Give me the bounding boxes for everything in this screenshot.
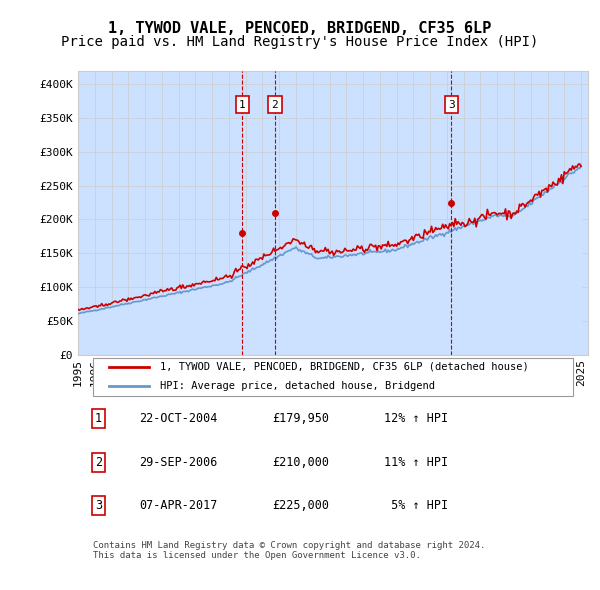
Text: Contains HM Land Registry data © Crown copyright and database right 2024.
This d: Contains HM Land Registry data © Crown c…: [94, 541, 485, 560]
Text: 1: 1: [95, 412, 102, 425]
Text: 22-OCT-2004: 22-OCT-2004: [139, 412, 218, 425]
Text: 5% ↑ HPI: 5% ↑ HPI: [384, 499, 448, 512]
Text: 1, TYWOD VALE, PENCOED, BRIDGEND, CF35 6LP (detached house): 1, TYWOD VALE, PENCOED, BRIDGEND, CF35 6…: [160, 362, 529, 372]
Text: £225,000: £225,000: [272, 499, 329, 512]
FancyBboxPatch shape: [94, 358, 573, 396]
Text: 3: 3: [448, 100, 455, 110]
Text: £179,950: £179,950: [272, 412, 329, 425]
Text: Price paid vs. HM Land Registry's House Price Index (HPI): Price paid vs. HM Land Registry's House …: [61, 35, 539, 50]
Text: 29-SEP-2006: 29-SEP-2006: [139, 455, 218, 469]
Text: HPI: Average price, detached house, Bridgend: HPI: Average price, detached house, Brid…: [160, 381, 434, 391]
Text: 2: 2: [272, 100, 278, 110]
Text: 12% ↑ HPI: 12% ↑ HPI: [384, 412, 448, 425]
Text: 2: 2: [95, 455, 102, 469]
Text: £210,000: £210,000: [272, 455, 329, 469]
Text: 07-APR-2017: 07-APR-2017: [139, 499, 218, 512]
Text: 1, TYWOD VALE, PENCOED, BRIDGEND, CF35 6LP: 1, TYWOD VALE, PENCOED, BRIDGEND, CF35 6…: [109, 21, 491, 35]
Text: 1: 1: [239, 100, 246, 110]
Text: 3: 3: [95, 499, 102, 512]
Text: 11% ↑ HPI: 11% ↑ HPI: [384, 455, 448, 469]
